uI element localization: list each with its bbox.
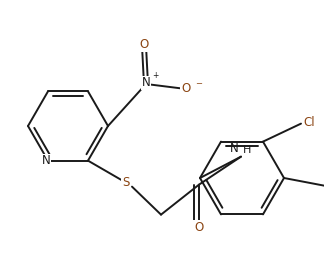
- Text: N: N: [41, 154, 50, 167]
- Text: O: O: [181, 82, 191, 96]
- Text: N: N: [142, 77, 150, 89]
- Text: H: H: [243, 145, 251, 155]
- Text: O: O: [139, 39, 149, 51]
- Text: S: S: [122, 176, 130, 189]
- Text: O: O: [194, 221, 203, 234]
- Text: Cl: Cl: [303, 116, 315, 129]
- Text: +: +: [152, 70, 158, 79]
- Text: −: −: [195, 79, 202, 88]
- Text: N: N: [230, 142, 239, 155]
